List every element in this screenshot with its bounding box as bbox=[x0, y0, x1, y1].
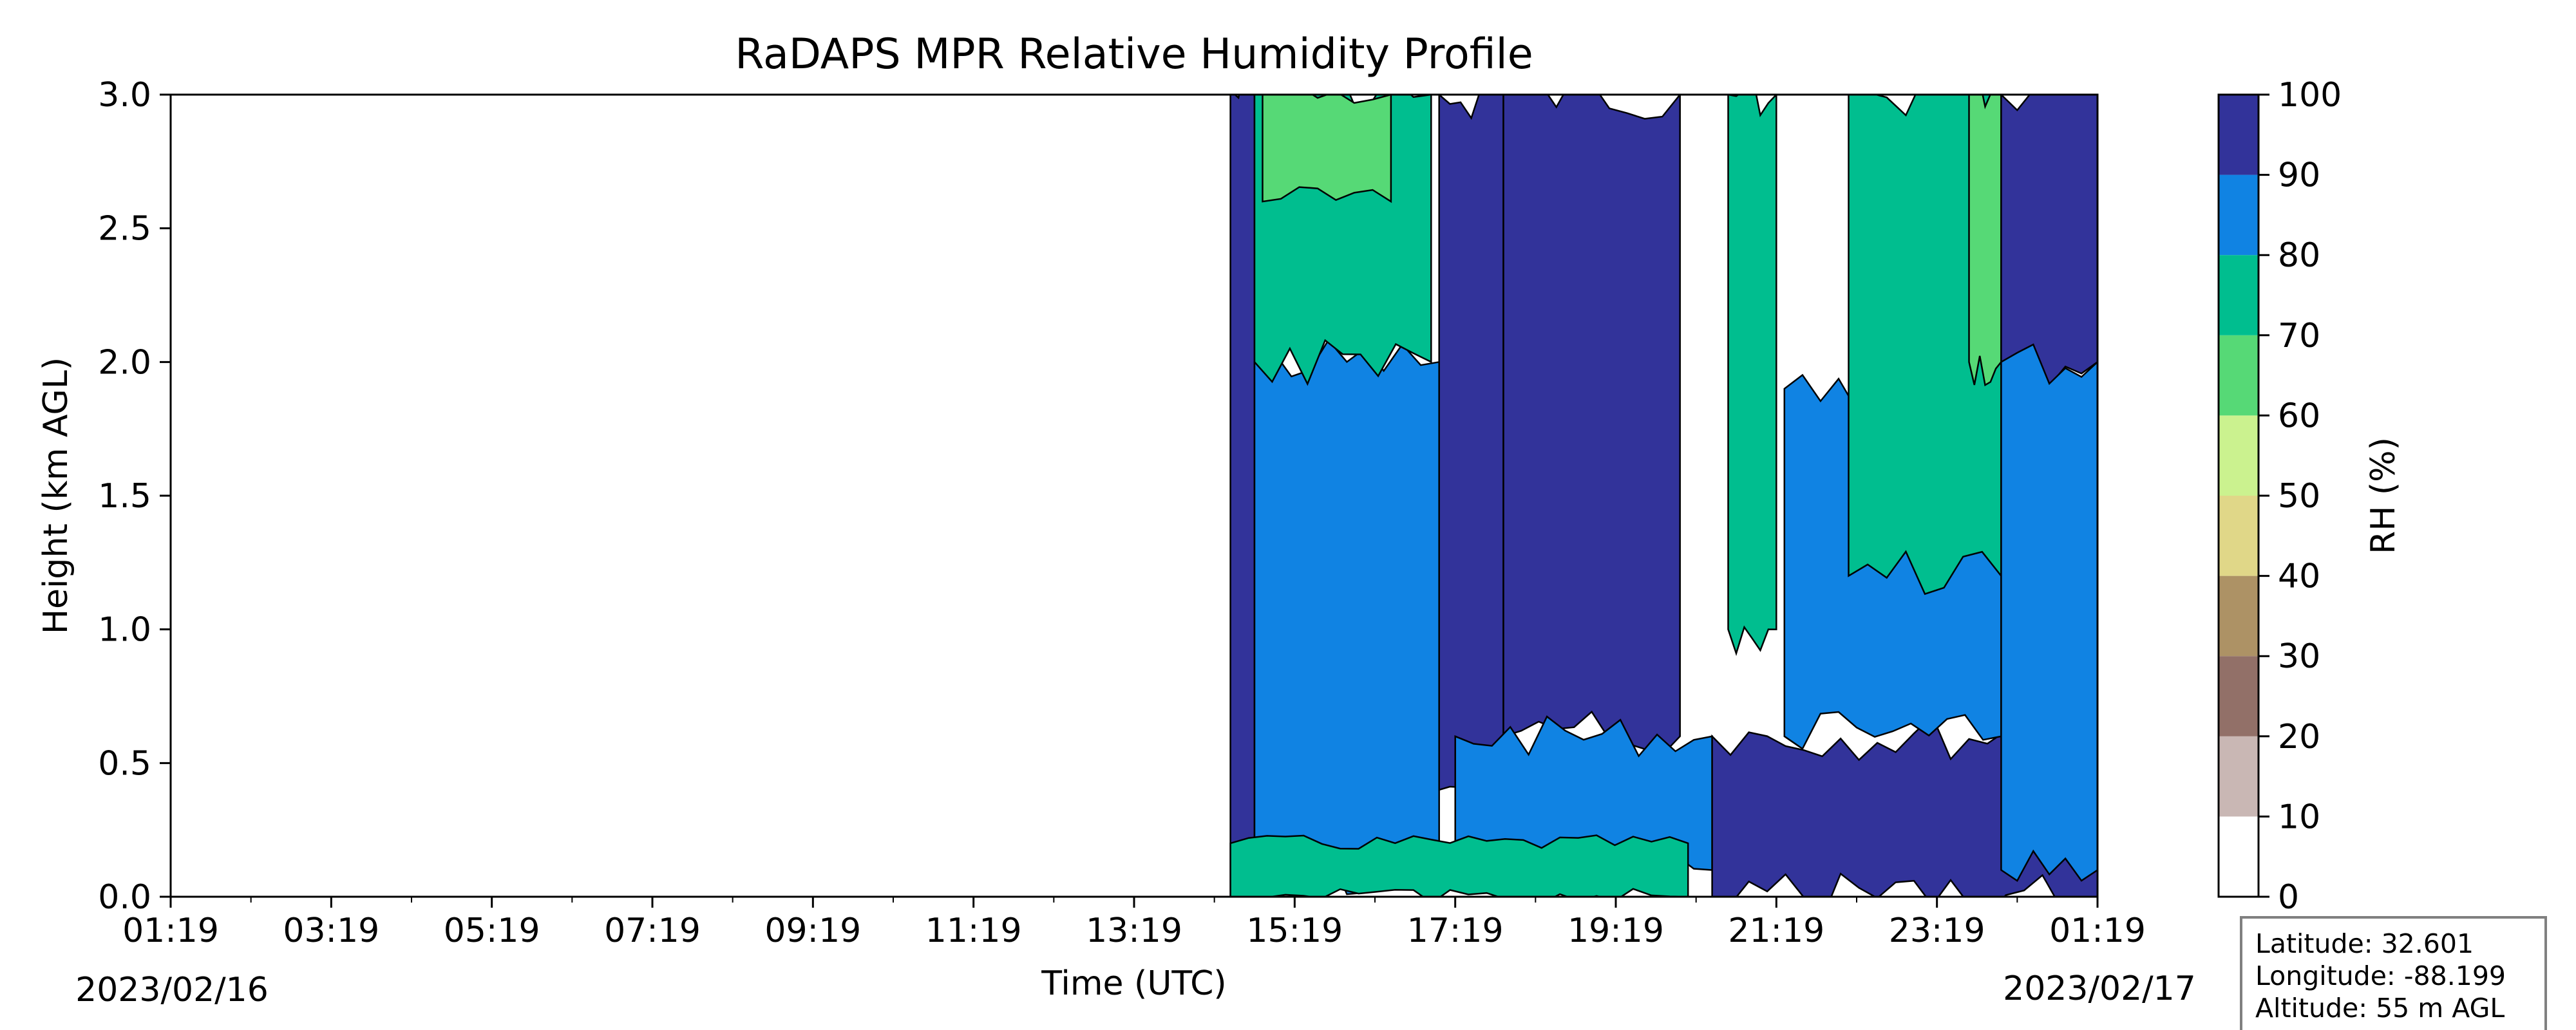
x-axis: 01:19 03:19 05:19 07:19 09:19 11:19 13:19 15:19… bbox=[122, 897, 2146, 950]
colorbar-swatch bbox=[2219, 816, 2259, 897]
colorbar-swatch bbox=[2219, 656, 2259, 736]
y-tick-label: 1.0 bbox=[98, 611, 151, 650]
colorbar-swatch bbox=[2219, 174, 2259, 256]
colorbar-label: RH (%) bbox=[2364, 437, 2403, 554]
colorbar-swatch bbox=[2219, 496, 2259, 576]
colorbar-tick-label: 50 bbox=[2278, 477, 2320, 516]
end-date-label: 2023/02/17 bbox=[2003, 969, 2196, 1008]
y-tick-label: 2.5 bbox=[98, 210, 151, 248]
y-axis-label: Height (km AGL) bbox=[37, 357, 75, 634]
colorbar-tick-label: 20 bbox=[2278, 718, 2320, 756]
colorbar-tick-label: 0 bbox=[2278, 878, 2299, 917]
colorbar-swatch bbox=[2219, 95, 2259, 175]
colorbar-swatch bbox=[2219, 576, 2259, 657]
colorbar-swatch bbox=[2219, 335, 2259, 416]
x-tick-label: 15:19 bbox=[1246, 912, 1343, 950]
colorbar-swatch bbox=[2219, 415, 2259, 496]
x-tick-label: 01:19 bbox=[122, 912, 219, 950]
start-date-label: 2023/02/16 bbox=[75, 971, 269, 1009]
rh-contour-region bbox=[1262, 95, 1392, 203]
info-altitude: Altitude: 55 m AGL bbox=[2255, 993, 2505, 1024]
info-box-frame bbox=[2240, 916, 2547, 1030]
y-axis: 0.0 0.5 1.0 1.5 2.0 2.5 3.0 bbox=[98, 76, 171, 917]
rh-contour-region bbox=[1253, 339, 1440, 895]
colorbar-swatch bbox=[2219, 736, 2259, 817]
x-tick-label: 03:19 bbox=[283, 912, 379, 950]
y-tick-label: 1.5 bbox=[98, 477, 151, 516]
colorbar-tick-label: 100 bbox=[2278, 76, 2342, 115]
x-tick-label: 09:19 bbox=[764, 912, 861, 950]
x-tick-label: 23:19 bbox=[1889, 912, 1985, 950]
y-tick-label: 0.5 bbox=[98, 744, 151, 783]
info-box: Latitude: 32.601 Longitude: -88.199 Alti… bbox=[2240, 916, 2547, 1030]
info-longitude: Longitude: -88.199 bbox=[2255, 960, 2506, 991]
rh-contour-region bbox=[1968, 95, 2002, 387]
x-tick-label: 07:19 bbox=[604, 912, 701, 950]
rh-contour-region bbox=[2000, 95, 2098, 388]
rh-contour-region bbox=[1502, 95, 1681, 756]
colorbar-tick-label: 30 bbox=[2278, 637, 2320, 676]
colorbar-tick-label: 90 bbox=[2278, 156, 2320, 195]
colorbar-tick-label: 40 bbox=[2278, 557, 2320, 596]
x-tick-label: 13:19 bbox=[1086, 912, 1182, 950]
chart-title: RaDAPS MPR Relative Humidity Profile bbox=[735, 30, 1533, 79]
rh-contour-region bbox=[1229, 95, 1256, 897]
rh-contour-region bbox=[1229, 834, 1689, 897]
colorbar: 0 10 20 30 40 50 60 70 80 90 100 bbox=[2217, 76, 2342, 917]
x-tick-label: 01:19 bbox=[2049, 912, 2146, 950]
x-tick-label: 19:19 bbox=[1567, 912, 1664, 950]
x-tick-label: 17:19 bbox=[1407, 912, 1504, 950]
x-axis-label: Time (UTC) bbox=[1041, 964, 1226, 1003]
y-tick-label: 3.0 bbox=[98, 76, 151, 115]
colorbar-tick-label: 80 bbox=[2278, 236, 2320, 275]
colorbar-tick-label: 10 bbox=[2278, 798, 2320, 836]
y-tick-label: 0.0 bbox=[98, 878, 151, 917]
x-tick-label: 21:19 bbox=[1728, 912, 1824, 950]
x-tick-label: 11:19 bbox=[925, 912, 1022, 950]
colorbar-tick-label: 60 bbox=[2278, 397, 2320, 435]
plot-area bbox=[171, 95, 2098, 897]
colorbar-swatch bbox=[2219, 255, 2259, 335]
colorbar-tick-label: 70 bbox=[2278, 317, 2320, 355]
rh-contour-region bbox=[1438, 95, 1504, 809]
rh-contour-region bbox=[2000, 343, 2098, 883]
info-latitude: Latitude: 32.601 bbox=[2255, 928, 2474, 959]
rh-contour-region bbox=[1727, 95, 1777, 657]
y-tick-label: 2.0 bbox=[98, 343, 151, 382]
x-tick-label: 05:19 bbox=[444, 912, 540, 950]
